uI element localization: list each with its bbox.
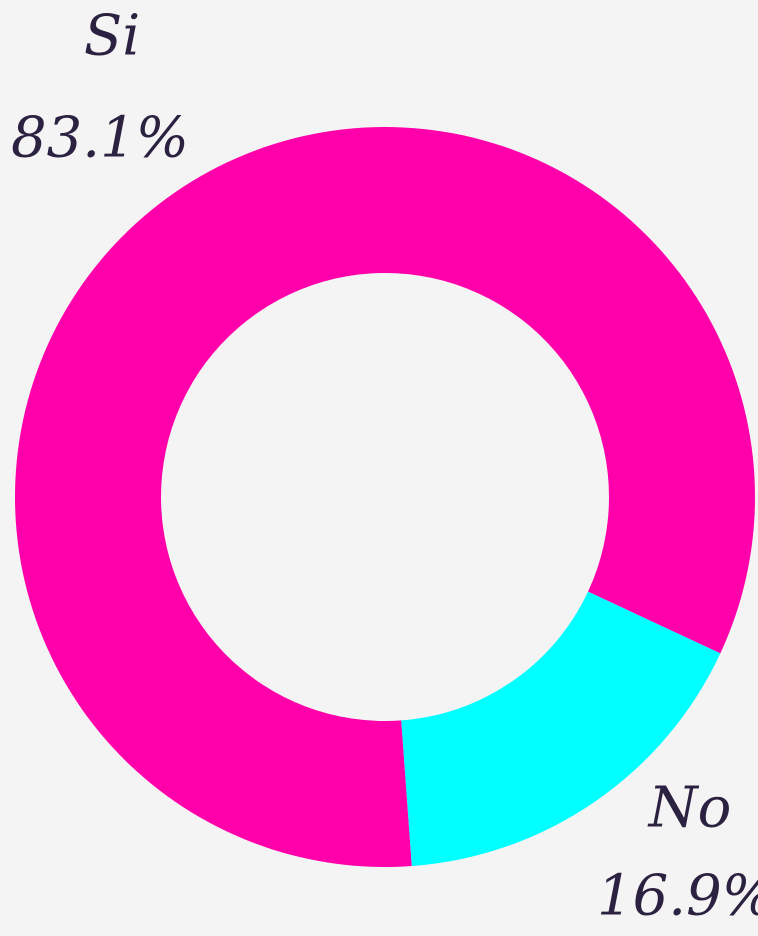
donut-slice [401, 591, 721, 867]
value-label: 16.9% [597, 864, 758, 929]
value-label: 83.1% [11, 106, 189, 171]
slice-label: Si [84, 4, 140, 69]
donut-slice [14, 127, 755, 868]
slice-label: No [647, 776, 732, 841]
